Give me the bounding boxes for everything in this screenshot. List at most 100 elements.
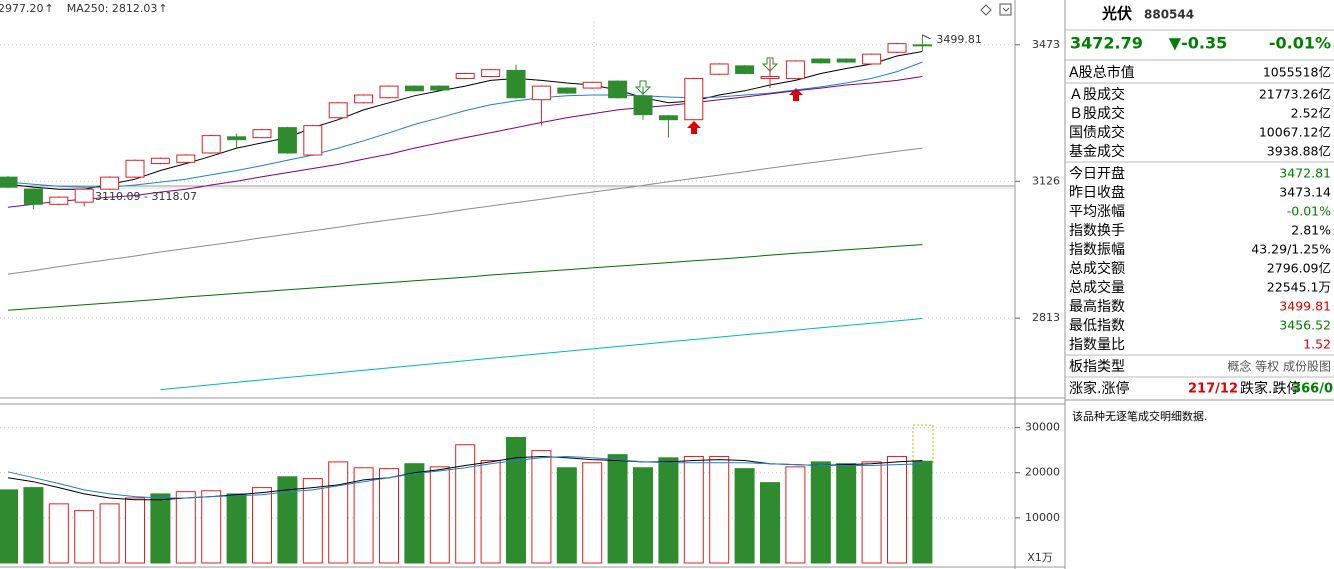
info-label: 指数量比 <box>1069 337 1125 353</box>
info-value: 1.52 <box>1303 337 1331 352</box>
ma-line <box>7 76 923 208</box>
volume-bar <box>74 510 95 564</box>
info-value: 43.29/1.25% <box>1251 242 1331 257</box>
info-label: Ａ股成交 <box>1069 86 1125 103</box>
candle-body <box>0 176 18 188</box>
volume-bar <box>836 463 857 564</box>
y-tick-label: 3126 <box>1032 174 1060 187</box>
info-label: 总成交量 <box>1069 279 1125 296</box>
volume-bar <box>48 503 69 564</box>
breadth-value: 217/12 <box>1188 382 1238 397</box>
info-value: 3938.88亿 <box>1267 144 1331 159</box>
info-value: 概念 等权 成份股图 <box>1227 359 1331 374</box>
info-value: 1055518亿 <box>1263 65 1331 80</box>
info-value: 2.52亿 <box>1291 106 1331 121</box>
volume-bar <box>429 466 450 564</box>
volume-bar <box>734 468 755 564</box>
candle-body <box>887 43 907 53</box>
panel-code: 880544 <box>1144 8 1194 22</box>
legend-arrow: ↑ <box>45 2 54 15</box>
info-label: 总成交额 <box>1069 260 1125 277</box>
info-label: 国债成交 <box>1069 124 1125 141</box>
volume-bar <box>887 455 907 564</box>
volume-bar <box>658 457 679 564</box>
info-value: 3473.14 <box>1279 185 1331 200</box>
note: 该品种无逐笔成交明细数据. <box>1072 409 1208 423</box>
volume-bar <box>404 463 425 564</box>
annotation: 3499.81 <box>936 33 982 46</box>
icon-diamond[interactable] <box>980 4 992 16</box>
candle-body <box>354 94 374 104</box>
info-value: -0.01% <box>1287 204 1331 219</box>
info-label: 指数振幅 <box>1069 242 1125 258</box>
volume-bar <box>302 478 323 564</box>
volume-bar <box>531 450 552 564</box>
volume-bar <box>353 467 374 564</box>
breadth-label: 跌家.跌停 <box>1240 380 1300 397</box>
info-label: 最高指数 <box>1069 298 1125 315</box>
candle-body <box>658 115 678 121</box>
volume-bar <box>252 487 272 564</box>
volume-bar <box>760 482 780 564</box>
volume-bar <box>861 461 882 564</box>
info-value: 2.81% <box>1291 223 1331 238</box>
panel-title: 光伏 <box>1101 5 1132 23</box>
y-tick-label: 3473 <box>1032 38 1060 51</box>
volume-bar <box>99 503 120 564</box>
candle-body <box>328 102 348 119</box>
candle-body <box>633 95 653 116</box>
candle-body <box>862 53 882 65</box>
candle-body <box>150 157 170 165</box>
y-tick-label: 30000 <box>1025 421 1060 434</box>
volume-bar <box>379 468 399 564</box>
breadth-value: 366/0 <box>1292 382 1333 397</box>
info-value: 3499.81 <box>1279 299 1331 314</box>
volume-bar <box>175 491 196 564</box>
info-label: 今日开盘 <box>1069 165 1125 182</box>
volume-bar <box>125 497 145 564</box>
legend-text: MA250: 2812.03 <box>67 2 158 15</box>
volume-bar <box>810 461 831 564</box>
candle-body <box>506 69 526 99</box>
volume-bar <box>201 490 222 564</box>
info-label: 指数换手 <box>1069 222 1125 239</box>
annotation-leader <box>922 34 931 40</box>
quote-change-pct: -0.01% <box>1269 34 1331 53</box>
volume-bar <box>0 489 18 564</box>
ma-line <box>7 61 923 188</box>
volume-bar <box>912 460 933 564</box>
icon-box[interactable] <box>999 3 1012 16</box>
candle-body <box>176 154 196 163</box>
candle-body <box>608 80 628 99</box>
info-value: 3472.81 <box>1279 166 1331 181</box>
candle-body <box>201 135 221 154</box>
volume-bar <box>607 454 628 564</box>
candle-body <box>277 127 297 154</box>
info-label: 最低指数 <box>1069 318 1125 334</box>
unit-label: X1万 <box>1027 551 1053 564</box>
legend-arrow: ↑ <box>158 2 167 15</box>
volume-bar <box>582 462 603 564</box>
volume-bar <box>226 493 247 564</box>
candle-body <box>430 85 450 91</box>
volume-bar <box>785 466 806 564</box>
candle-body <box>252 129 272 139</box>
candle-body <box>760 76 780 79</box>
info-label: 昨日收盘 <box>1069 184 1125 201</box>
candle-body <box>227 136 247 141</box>
candle-body <box>455 72 475 79</box>
candle-body <box>404 85 424 92</box>
candle-body <box>481 69 501 78</box>
info-value: 3456.52 <box>1279 318 1331 333</box>
legend-text: 2977.20 <box>0 2 44 15</box>
volume-bar <box>328 461 349 564</box>
candle-body <box>531 85 551 101</box>
info-label: A股总市值 <box>1069 64 1135 81</box>
volume-bar <box>150 493 171 564</box>
candle-body <box>49 196 69 205</box>
candle-body <box>684 77 704 121</box>
volume-bar <box>480 460 501 564</box>
ma-line <box>160 318 923 391</box>
info-value: 21773.26亿 <box>1259 87 1331 102</box>
